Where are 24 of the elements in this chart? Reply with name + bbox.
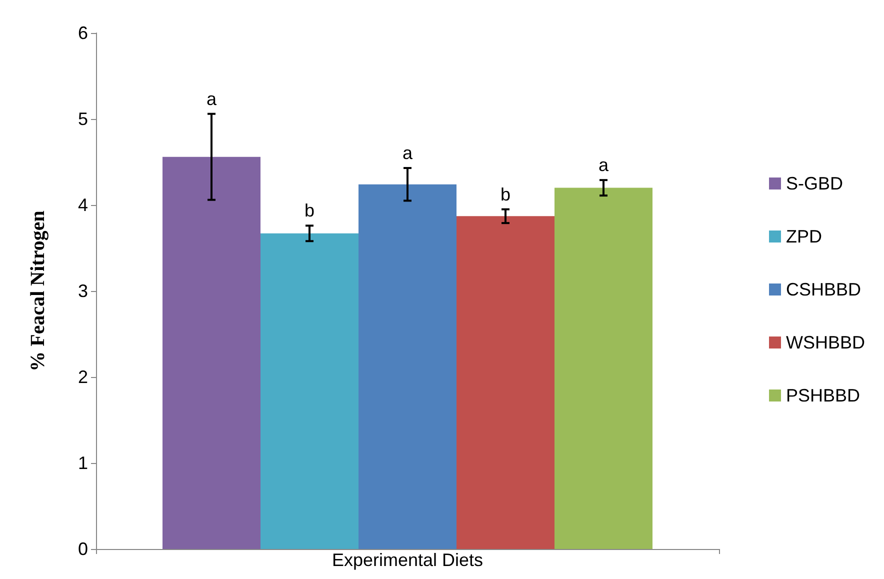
y-tick-label: 2 bbox=[78, 367, 88, 387]
bar bbox=[456, 216, 554, 549]
y-tick-label: 3 bbox=[78, 281, 88, 301]
bar bbox=[554, 188, 652, 549]
y-tick-label: 4 bbox=[78, 195, 88, 215]
data-label: a bbox=[206, 88, 218, 109]
bar bbox=[162, 156, 260, 549]
x-tick-label: Experimental Diets bbox=[332, 550, 484, 570]
y-axis-title: % Feacal Nitrogen bbox=[27, 210, 49, 372]
data-label: a bbox=[598, 155, 610, 176]
data-label: b bbox=[304, 200, 315, 221]
bar bbox=[260, 233, 358, 549]
data-label: a bbox=[402, 143, 414, 164]
y-tick-label: 5 bbox=[78, 109, 88, 129]
legend-label: ZPD bbox=[786, 226, 822, 246]
bar bbox=[358, 184, 456, 549]
legend-label: PSHBBD bbox=[786, 386, 860, 406]
legend-label: S-GBD bbox=[786, 174, 844, 194]
y-tick-label: 1 bbox=[78, 453, 88, 473]
y-tick-label: 0 bbox=[78, 539, 88, 559]
data-label: b bbox=[500, 184, 511, 204]
legend-label: WSHBBD bbox=[786, 332, 866, 352]
y-tick-label: 6 bbox=[78, 23, 88, 43]
legend-label: CSHBBD bbox=[786, 280, 862, 300]
